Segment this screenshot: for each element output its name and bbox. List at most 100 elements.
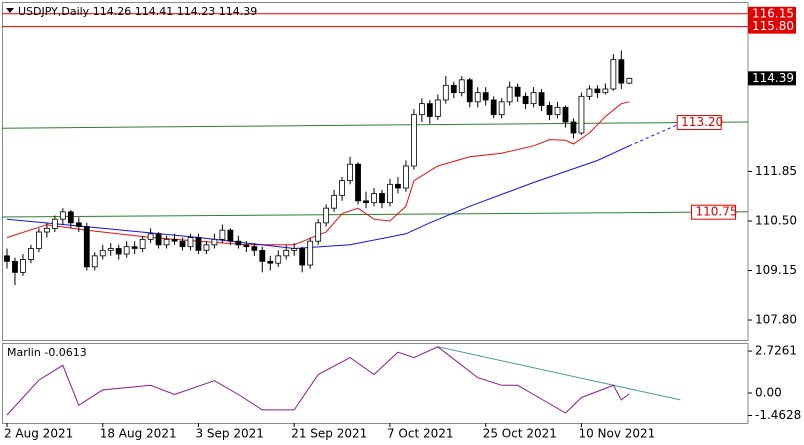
oscillator-line: [6, 346, 630, 416]
x-tick-label: 21 Sep 2021: [291, 427, 367, 441]
candle-body: [586, 88, 593, 97]
candle-body: [315, 222, 322, 242]
candle-body: [211, 238, 218, 246]
candle-body: [67, 211, 74, 224]
header-value: 114.23: [177, 5, 216, 18]
candle-body: [107, 248, 114, 251]
candle-body: [20, 259, 26, 273]
candle-body: [139, 238, 146, 249]
candle-body: [522, 95, 529, 105]
candle-body: [355, 163, 361, 202]
candle-body: [618, 59, 625, 84]
level-label-bg: [748, 6, 796, 21]
candle-body: [395, 183, 401, 189]
y-tick-label: 110.50: [755, 214, 797, 228]
candle-body: [187, 237, 194, 248]
candle-body: [498, 101, 505, 116]
candle-body: [458, 79, 465, 94]
candle-body: [12, 260, 18, 273]
oscillator-header: Marlin -0.0613: [7, 346, 87, 359]
candle-body: [123, 246, 130, 255]
candle-body: [83, 226, 90, 268]
candle-body: [363, 200, 369, 204]
candle-body: [379, 193, 385, 204]
candle-body: [203, 244, 210, 251]
candle-body: [570, 121, 577, 134]
candle-body: [506, 86, 513, 103]
header: USDJPY,Daily 114.26 114.41 114.23 114.39: [18, 5, 257, 18]
trend-line: [2, 211, 748, 218]
candle-body: [4, 255, 10, 262]
candle-body: [291, 248, 298, 251]
trend-label: 113.20: [681, 115, 723, 129]
y-tick-label: 109.15: [755, 263, 797, 277]
candle-body: [331, 194, 338, 209]
candle-body: [307, 240, 314, 266]
candle-body: [267, 260, 274, 264]
candle-body: [147, 233, 154, 240]
candle-body: [474, 92, 481, 103]
last-price: 114.39: [752, 71, 794, 85]
candle-body: [530, 92, 537, 105]
candle-body: [602, 88, 609, 94]
oscillator-plot: [6, 346, 681, 416]
candle-body: [195, 237, 202, 251]
header-value: 114.41: [135, 5, 174, 18]
candle-body: [554, 106, 561, 116]
y-tick-label: -1.4628: [755, 408, 801, 422]
main-plot: 113.20 110.75: [2, 13, 748, 286]
x-tick-label: 10 Nov 2021: [578, 427, 655, 441]
header-value: 114.26: [93, 5, 132, 18]
candle-body: [482, 92, 489, 101]
candle-body: [490, 99, 497, 116]
oscillator-trend-line: [437, 346, 681, 401]
level-label-bg: [748, 19, 796, 34]
level-label: 115.80: [752, 19, 794, 33]
oscillator-value: -0.0613: [44, 346, 86, 359]
moving-average: [629, 124, 678, 147]
candle-body: [115, 248, 122, 255]
candle-body: [171, 238, 178, 242]
candle-body: [43, 227, 50, 233]
candle-body: [251, 246, 258, 251]
candle-body: [339, 180, 345, 196]
candle-body: [546, 105, 553, 116]
candle-body: [299, 248, 306, 266]
candle-body: [179, 240, 186, 248]
candle-body: [235, 240, 242, 246]
candle-body: [163, 238, 170, 246]
candle-body: [243, 244, 250, 248]
oscillator-name: Marlin: [7, 346, 41, 359]
moving-average: [6, 145, 630, 250]
candle-body: [36, 231, 42, 249]
panel-icon: [6, 8, 14, 13]
candle-body: [450, 84, 457, 94]
candle-body: [283, 249, 290, 257]
y-tick-label: 0.00: [755, 386, 782, 400]
candle-body: [514, 86, 521, 97]
x-tick-label: 7 Oct 2021: [387, 427, 454, 441]
x-tick-label: 18 Aug 2021: [100, 427, 177, 441]
candle-body: [219, 229, 226, 240]
y-tick-label: 107.80: [755, 313, 797, 327]
trend-label: 110.75: [696, 205, 738, 219]
header-value: 114.39: [219, 5, 258, 18]
candle-body: [434, 99, 441, 117]
candle-body: [259, 249, 266, 262]
oscillator-panel: [2, 343, 749, 424]
candle-body: [594, 88, 601, 94]
axes: USDJPY,Daily 114.26 114.41 114.23 114.39…: [4, 5, 801, 441]
x-tick-label: 3 Sep 2021: [195, 427, 263, 441]
candle-body: [387, 183, 393, 204]
symbol: USDJPY,Daily: [18, 5, 90, 18]
last-price-bg: [748, 71, 796, 86]
candle-body: [403, 165, 409, 189]
candle-body: [466, 79, 473, 103]
candle-body: [418, 103, 425, 116]
candle-body: [426, 103, 433, 117]
candle-body: [323, 207, 330, 224]
candle-body: [442, 84, 449, 101]
x-tick-label: 25 Oct 2021: [483, 427, 557, 441]
